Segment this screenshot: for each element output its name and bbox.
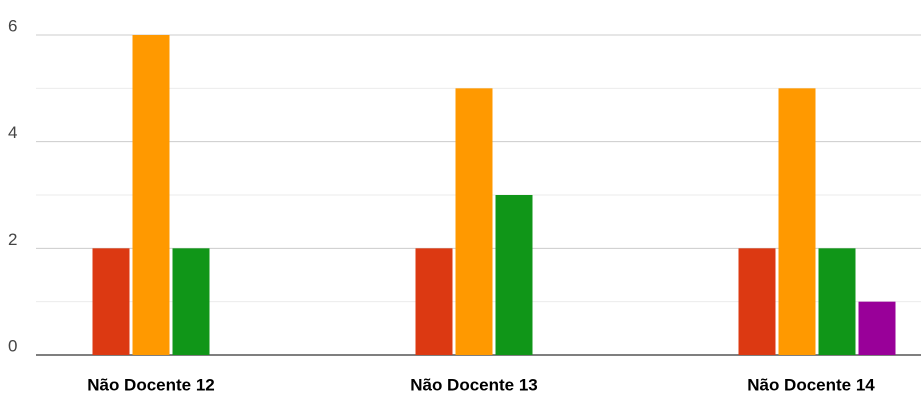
bar (778, 88, 816, 355)
x-tick-label: Não Docente 13 (410, 375, 538, 394)
bar (172, 248, 210, 355)
y-tick-label: 4 (8, 123, 17, 142)
bar (132, 35, 170, 355)
y-tick-label: 2 (8, 230, 17, 249)
bar (738, 248, 776, 355)
bar (495, 195, 533, 355)
bar (92, 248, 130, 355)
bar (818, 248, 856, 355)
bar (858, 301, 896, 355)
y-tick-label: 6 (8, 16, 17, 35)
x-tick-label: Não Docente 12 (87, 375, 215, 394)
y-tick-label: 0 (8, 336, 17, 355)
bar (415, 248, 453, 355)
x-tick-label: Não Docente 14 (747, 375, 875, 394)
bar (455, 88, 493, 355)
